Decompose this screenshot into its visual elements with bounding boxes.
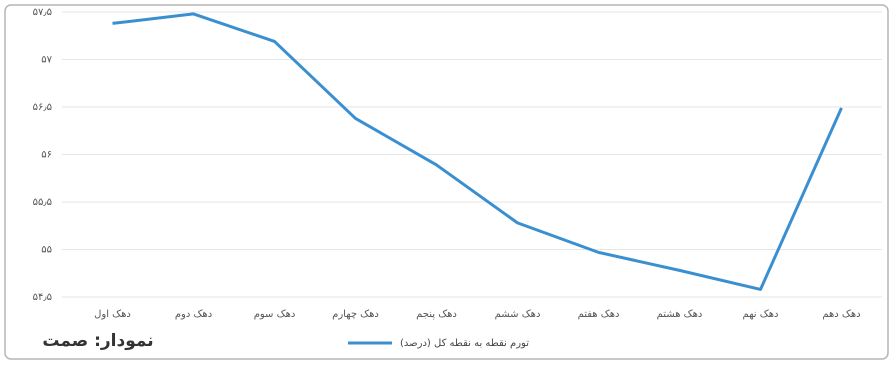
legend-label: تورم نقطه به نقطه کل (درصد)	[400, 338, 529, 349]
y-tick-label: ۵۷	[41, 55, 52, 66]
y-tick-label: ۵۵٫۵	[33, 197, 52, 208]
x-tick-label: دهک سوم	[254, 309, 296, 320]
x-tick-label: دهک دهم	[822, 309, 860, 320]
y-tick-label: ۵۷٫۵	[33, 7, 52, 18]
y-tick-label: ۵۴٫۵	[33, 292, 52, 303]
x-tick-label: دهک ششم	[495, 309, 541, 320]
x-tick-label: دهک نهم	[743, 309, 779, 320]
x-tick-label: دهک هشتم	[657, 309, 703, 320]
y-tick-label: ۵۶	[41, 150, 52, 161]
x-tick-label: دهک دوم	[175, 309, 212, 320]
x-tick-label: دهک اول	[94, 309, 131, 320]
caption: نمودار: صمت	[42, 331, 153, 351]
x-tick-label: دهک هفتم	[578, 309, 620, 320]
y-tick-label: ۵۵	[41, 245, 52, 256]
x-tick-label: دهک چهارم	[332, 309, 379, 320]
frame	[4, 4, 889, 360]
y-tick-label: ۵۶٫۵	[33, 102, 52, 113]
x-tick-label: دهک پنجم	[416, 309, 457, 320]
line	[112, 12, 843, 291]
